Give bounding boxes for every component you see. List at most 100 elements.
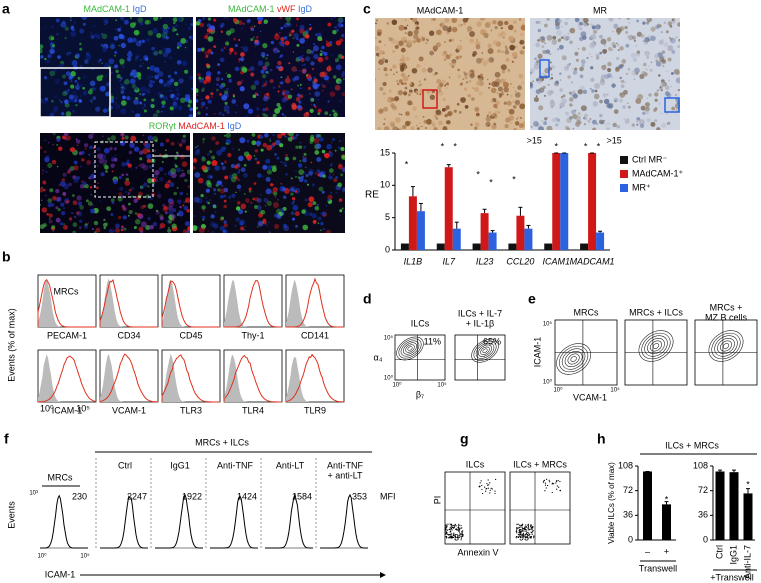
speck	[559, 121, 561, 124]
speck	[140, 221, 147, 228]
event	[519, 531, 521, 533]
speck	[632, 57, 638, 62]
speck	[198, 76, 202, 80]
speck	[283, 25, 286, 28]
speck	[139, 93, 142, 96]
event	[525, 526, 527, 528]
speck	[209, 199, 211, 201]
speck	[41, 199, 43, 202]
speck	[123, 82, 126, 84]
speck	[501, 50, 505, 54]
event	[487, 479, 489, 481]
speck	[78, 99, 83, 103]
bar	[715, 471, 725, 540]
speck	[436, 78, 442, 85]
speck	[379, 86, 384, 91]
panel-label: e	[528, 291, 536, 307]
event	[462, 535, 464, 537]
speck	[256, 107, 260, 111]
speck	[240, 226, 245, 231]
speck	[543, 23, 548, 28]
speck	[382, 57, 385, 61]
speck	[281, 113, 285, 116]
speck	[197, 145, 199, 147]
speck	[261, 175, 264, 178]
speck	[310, 49, 314, 54]
speck	[42, 180, 47, 185]
speck	[300, 175, 304, 180]
speck	[90, 34, 95, 40]
event	[527, 524, 529, 526]
contour	[407, 346, 413, 351]
speck	[434, 71, 438, 75]
speck	[295, 133, 299, 137]
speck	[155, 210, 160, 215]
speck	[474, 106, 480, 112]
speck	[257, 226, 259, 228]
speck	[415, 90, 418, 93]
speck	[174, 28, 177, 31]
speck	[206, 182, 212, 188]
speck	[151, 46, 155, 51]
speck	[264, 61, 270, 67]
speck	[252, 94, 257, 99]
speck	[194, 150, 200, 156]
contour	[641, 332, 671, 360]
speck	[375, 52, 380, 57]
bar	[552, 153, 561, 250]
speck	[95, 106, 101, 112]
event	[445, 524, 447, 526]
event	[458, 532, 461, 534]
speck	[187, 185, 190, 189]
event	[451, 529, 453, 531]
speck	[377, 126, 382, 130]
speck	[596, 56, 600, 60]
speck	[44, 57, 47, 61]
speck	[607, 67, 612, 73]
speck	[119, 186, 124, 192]
speck	[195, 146, 197, 149]
speck	[306, 183, 310, 186]
event	[491, 488, 493, 490]
speck	[250, 72, 255, 77]
speck	[196, 113, 197, 115]
speck	[149, 17, 154, 19]
x-tick-label: 10⁵	[610, 387, 620, 394]
speck	[312, 45, 319, 52]
speck	[73, 215, 77, 219]
roi	[664, 97, 680, 113]
speck	[220, 162, 224, 166]
speck	[330, 17, 333, 20]
speck	[514, 99, 521, 106]
speck	[313, 78, 318, 83]
plot-title: MZ B cells	[705, 312, 748, 322]
speck	[162, 96, 166, 100]
speck	[113, 101, 118, 106]
speck	[303, 152, 307, 156]
speck	[80, 17, 84, 20]
speck	[99, 85, 106, 92]
speck	[645, 68, 648, 71]
speck	[577, 89, 583, 95]
speck	[626, 102, 629, 105]
speck	[158, 50, 163, 55]
speck	[293, 32, 299, 39]
speck	[89, 99, 93, 103]
speck	[424, 63, 426, 65]
speck	[131, 143, 134, 145]
speck	[290, 177, 293, 180]
speck	[262, 108, 266, 112]
speck	[103, 159, 108, 164]
speck	[51, 225, 56, 230]
speck	[460, 39, 462, 42]
speck	[256, 114, 260, 117]
event	[487, 484, 489, 486]
speck	[625, 43, 630, 48]
event	[530, 536, 533, 538]
speck	[74, 84, 80, 90]
speck	[600, 78, 604, 82]
speck	[445, 86, 448, 90]
speck	[308, 171, 313, 176]
speck	[152, 113, 159, 117]
event	[546, 478, 548, 480]
